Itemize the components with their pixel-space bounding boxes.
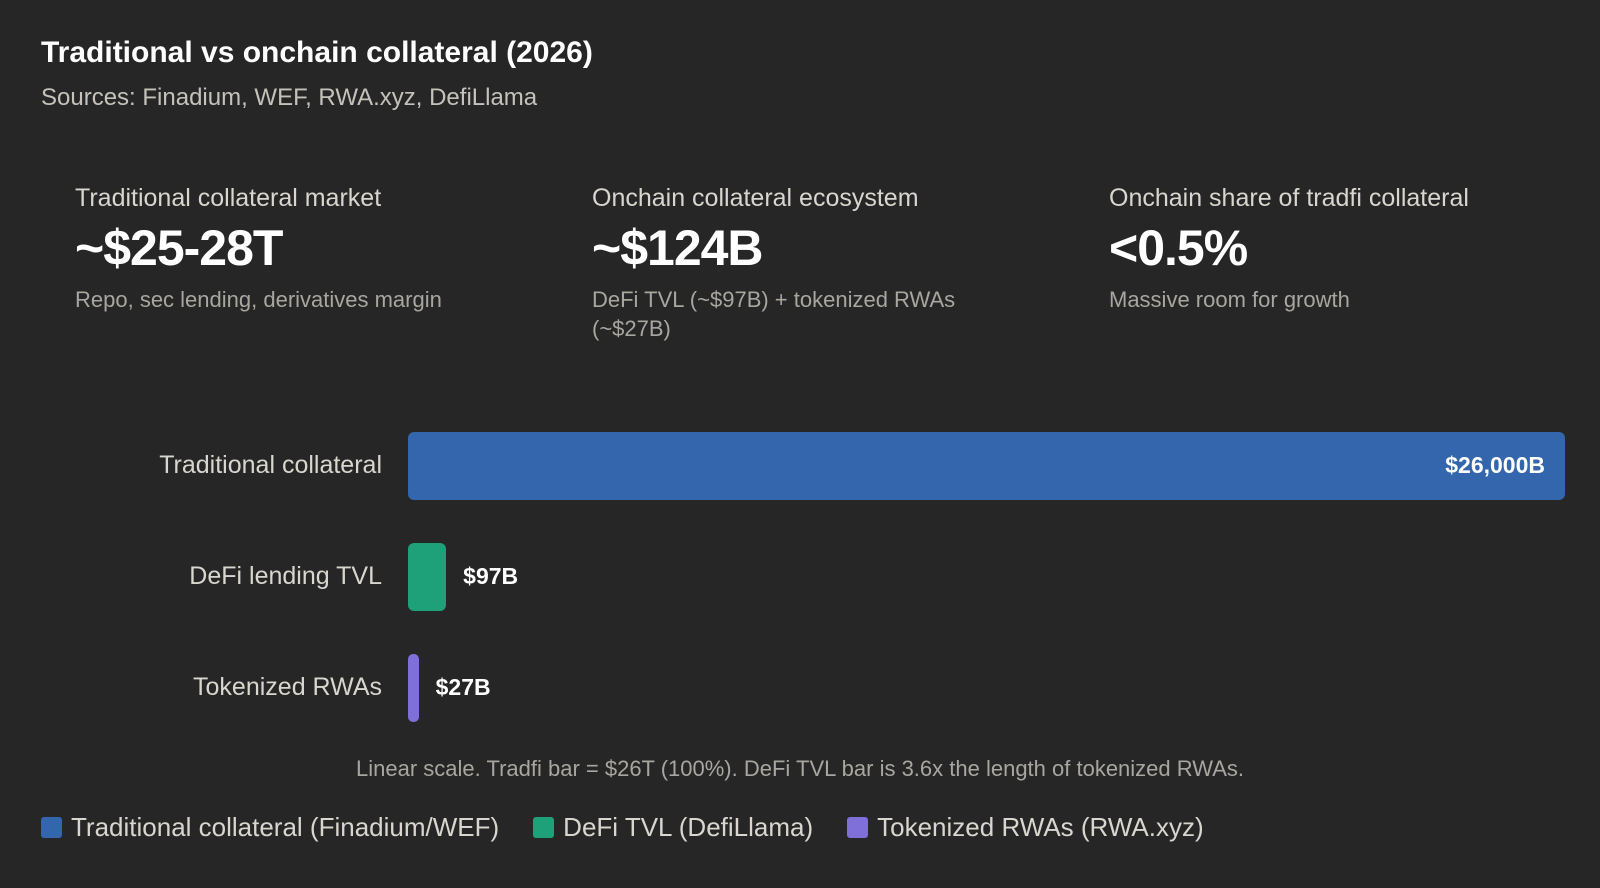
- bar-value-label: $26,000B: [1445, 452, 1545, 478]
- chart-footnote: Linear scale. Tradfi bar = $26T (100%). …: [356, 756, 1244, 781]
- legend-label: Tokenized RWAs (RWA.xyz): [877, 812, 1204, 842]
- bar-value-label: $27B: [435, 674, 491, 700]
- stat-desc: DeFi TVL (~$97B) + tokenized RWAs (~$27B…: [592, 287, 956, 341]
- legend-label: DeFi TVL (DefiLlama): [563, 812, 814, 842]
- stat-value: <0.5%: [1109, 220, 1248, 276]
- bar-1: [408, 543, 447, 611]
- bar-0: [408, 432, 1565, 500]
- stat-share: Onchain share of tradfi collateral <0.5%…: [1109, 184, 1579, 314]
- stat-value: ~$25-28T: [75, 220, 283, 276]
- legend-item: Traditional collateral (Finadium/WEF): [41, 812, 499, 843]
- legend-label: Traditional collateral (Finadium/WEF): [71, 812, 500, 842]
- stat-desc: Massive room for growth: [1109, 287, 1350, 312]
- stat-desc: Repo, sec lending, derivatives margin: [75, 287, 442, 312]
- category-label: Tokenized RWAs: [193, 673, 382, 701]
- stat-label: Onchain share of tradfi collateral: [1109, 184, 1469, 212]
- bar-value-label: $97B: [463, 563, 519, 589]
- stat-label: Traditional collateral market: [75, 184, 382, 212]
- legend: Traditional collateral (Finadium/WEF) DeF…: [41, 812, 1204, 843]
- legend-swatch: [533, 817, 555, 838]
- legend-swatch: [41, 817, 62, 838]
- legend-item: DeFi TVL (DefiLlama): [533, 812, 813, 843]
- stat-value: ~$124B: [592, 220, 764, 276]
- legend-swatch: [847, 817, 869, 838]
- legend-item: Tokenized RWAs (RWA.xyz): [847, 812, 1204, 843]
- chart-subtitle: Sources: Finadium, WEF, RWA.xyz, DefiLla…: [41, 84, 538, 111]
- stat-label: Onchain collateral ecosystem: [592, 184, 919, 212]
- category-label: DeFi lending TVL: [189, 562, 382, 590]
- stat-traditional: Traditional collateral market ~$25-28T R…: [75, 184, 545, 314]
- bar-2: [408, 654, 419, 722]
- category-label: Traditional collateral: [159, 451, 382, 479]
- chart-title: Traditional vs onchain collateral (2026): [41, 36, 593, 69]
- stat-onchain: Onchain collateral ecosystem ~$124B DeFi…: [592, 184, 1012, 343]
